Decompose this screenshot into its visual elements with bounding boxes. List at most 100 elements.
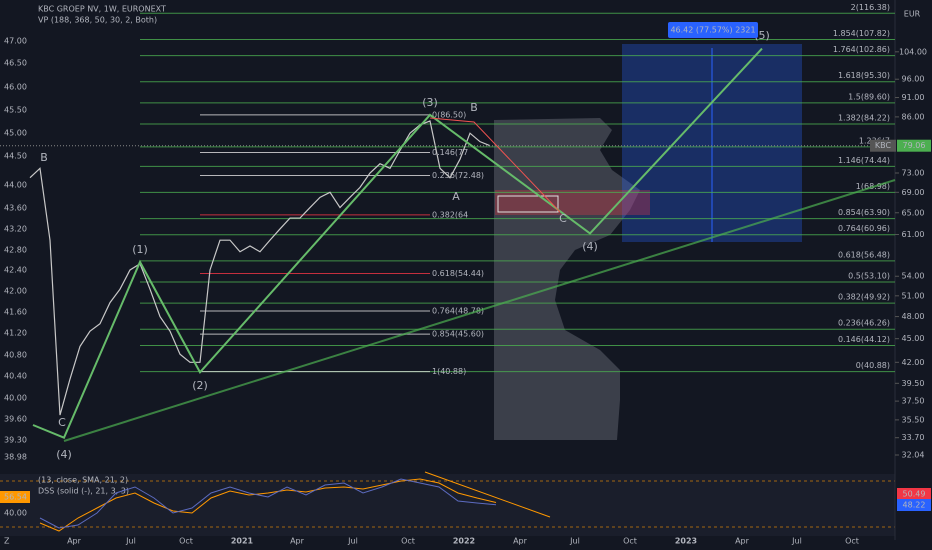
osc-trend-line bbox=[424, 471, 551, 518]
fib-label: 0.854(45.60) bbox=[432, 330, 484, 339]
y-tick-label: 37.50 bbox=[902, 397, 925, 406]
y-tick-label: 42.00 bbox=[902, 358, 925, 367]
x-tick-label: Jul bbox=[125, 537, 136, 546]
left-axis-label: 42.80 bbox=[4, 246, 27, 255]
y-tick-label: 45.00 bbox=[902, 334, 925, 343]
osc-title: (13, close, SMA, 21, 2) bbox=[38, 476, 128, 485]
currency: EUR bbox=[904, 10, 921, 19]
y-tick-label: 51.00 bbox=[902, 291, 925, 300]
osc-right-tag: 48.22 bbox=[903, 501, 926, 510]
y-tick-label: 39.50 bbox=[902, 379, 925, 388]
left-axis-label: 41.20 bbox=[4, 329, 27, 338]
left-axis-label: 43.20 bbox=[4, 225, 27, 234]
left-axis-label: 40.00 bbox=[4, 394, 27, 403]
left-axis-label: 44.00 bbox=[4, 181, 27, 190]
price-value: 79.06 bbox=[903, 141, 926, 150]
left-axis-label: 39.30 bbox=[4, 436, 27, 445]
fib-label: 0.618(56.48) bbox=[838, 250, 890, 259]
fib-label: 0.854(63.90) bbox=[838, 208, 890, 217]
correction-label: B bbox=[40, 151, 48, 164]
left-axis-label: 47.00 bbox=[4, 37, 27, 46]
chart-title: KBC GROEP NV, 1W, EURONEXT bbox=[38, 5, 166, 14]
left-axis-label: 45.50 bbox=[4, 106, 27, 115]
y-tick-label: 73.00 bbox=[902, 169, 925, 178]
osc-line bbox=[39, 478, 497, 529]
fib-label: 0.618(54.44) bbox=[432, 269, 484, 278]
osc-right-tag-bg bbox=[897, 488, 931, 500]
left-axis-label: 43.60 bbox=[4, 204, 27, 213]
osc-line bbox=[39, 478, 497, 532]
y-tick-label: 54.00 bbox=[902, 272, 925, 281]
price-line bbox=[29, 120, 491, 416]
fib-label: 0(40.88) bbox=[856, 361, 890, 370]
measure-label-bg bbox=[668, 22, 758, 38]
correction-label: C bbox=[559, 212, 567, 225]
osc-right-tag-bg bbox=[897, 499, 931, 511]
y-tick-label: 96.00 bbox=[902, 75, 925, 84]
left-axis-label: 40.80 bbox=[4, 351, 27, 360]
x-tick-label: Oct bbox=[401, 537, 415, 546]
x-tick-label: 2021 bbox=[231, 537, 254, 546]
correction-line bbox=[429, 117, 561, 213]
x-tick-label: Jul bbox=[791, 537, 802, 546]
left-axis-label: 39.60 bbox=[4, 415, 27, 424]
fib-label: 2(116.38) bbox=[851, 3, 890, 12]
fib-label: 1.618(95.30) bbox=[838, 71, 890, 80]
left-axis-label: 42.00 bbox=[4, 287, 27, 296]
y-tick-label: 65.00 bbox=[902, 208, 925, 217]
trend-line bbox=[63, 179, 896, 442]
correction-label: A bbox=[452, 190, 460, 203]
wave-label: (4) bbox=[56, 448, 72, 461]
volume-profile bbox=[494, 118, 640, 440]
fib-label: 1.5(89.60) bbox=[848, 92, 890, 101]
x-tick-label: Oct bbox=[623, 537, 637, 546]
measure-label: 46.42 (77.57%) 2321 bbox=[670, 26, 755, 35]
osc-left-tag: 40.00 bbox=[4, 509, 27, 518]
y-tick-label: 61.00 bbox=[902, 230, 925, 239]
x-tick-label: 2023 bbox=[675, 537, 697, 546]
fib-label: 0.382(64 bbox=[432, 210, 468, 219]
wave-label: (1) bbox=[132, 243, 148, 256]
oscillator-panel bbox=[0, 474, 895, 536]
zone-outline bbox=[497, 195, 559, 213]
fib-label: 0(86.50) bbox=[432, 110, 466, 119]
x-tick-label: Apr bbox=[513, 537, 528, 546]
price-tag-bg bbox=[870, 139, 896, 152]
fib-label: 1(40.88) bbox=[432, 367, 466, 376]
wave-label: (5) bbox=[754, 29, 770, 42]
price-tag: KBC bbox=[875, 141, 892, 150]
y-tick-label: 48.00 bbox=[902, 312, 925, 321]
left-axis-label: 46.00 bbox=[4, 83, 27, 92]
left-axis-label: 44.50 bbox=[4, 152, 27, 161]
left-axis-label: 41.60 bbox=[4, 308, 27, 317]
left-axis-label: 38.98 bbox=[4, 453, 27, 462]
x-tick-label: Jul bbox=[569, 537, 580, 546]
y-tick-label: 32.04 bbox=[902, 451, 925, 460]
left-axis-label: 45.00 bbox=[4, 129, 27, 138]
fib-label: 0.146(44.12) bbox=[838, 335, 890, 344]
x-tick-label: Apr bbox=[290, 537, 305, 546]
left-axis-label: 40.40 bbox=[4, 372, 27, 381]
x-tick-label: Apr bbox=[67, 537, 82, 546]
y-tick-label: 104.00 bbox=[899, 47, 927, 56]
wave-label: (4) bbox=[582, 240, 598, 253]
scroll-label: Z bbox=[4, 537, 10, 546]
correction-label: C bbox=[58, 416, 66, 429]
fib-label: 1.764(102.86) bbox=[833, 45, 890, 54]
zone-box bbox=[495, 190, 650, 215]
fib-label: 0.236(72.48) bbox=[432, 171, 484, 180]
left-axis-label: 46.50 bbox=[4, 59, 27, 68]
fib-label: 0.5(53.10) bbox=[848, 272, 890, 281]
fib-label: 1.146(74.44) bbox=[838, 156, 890, 165]
y-tick-label: 91.00 bbox=[902, 93, 925, 102]
fib-label: 1.382(84.22) bbox=[838, 114, 890, 123]
left-axis-label: 42.40 bbox=[4, 266, 27, 275]
y-tick-label: 69.00 bbox=[902, 188, 925, 197]
wave-line bbox=[32, 47, 763, 439]
osc-subtitle: DSS (solid (-), 21, 3, 3) bbox=[38, 487, 129, 496]
wave-label: (2) bbox=[192, 379, 208, 392]
y-tick-label: 33.70 bbox=[902, 433, 925, 442]
fib-label: 0.236(46.26) bbox=[838, 319, 890, 328]
